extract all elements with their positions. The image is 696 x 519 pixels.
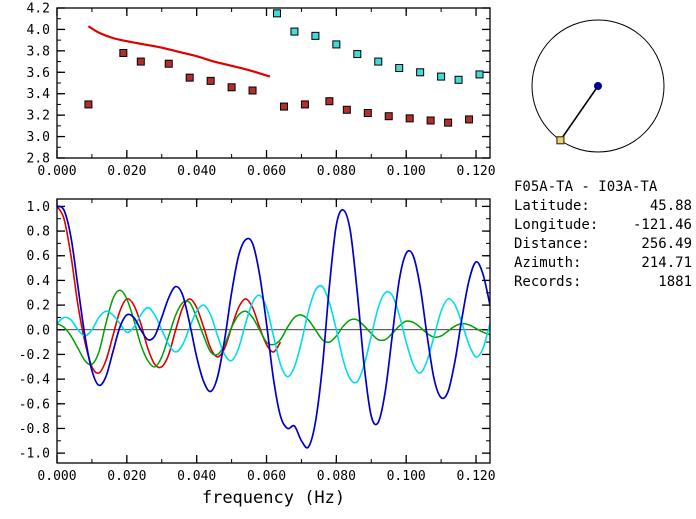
info-panel: F05A-TA - I03A-TA Latitude: 45.88 Longitud…: [514, 178, 692, 292]
group-velocity-squares-point: [300, 100, 309, 109]
dispersion-chart: 0.000 0.020 0.040 0.060 0.080 0.100 0.120 2.8 3.…: [27, 2, 496, 180]
y-tick-label: 4.0: [27, 23, 50, 38]
x-tick-label: 0.080: [317, 164, 356, 179]
group-velocity-squares-point: [426, 116, 435, 125]
y-tick-label: -0.8: [19, 422, 50, 437]
group-velocity-squares-point: [206, 76, 215, 85]
phase-velocity-squares-point: [272, 9, 281, 18]
remote-station-marker: [556, 136, 565, 145]
group-velocity-squares-point: [248, 86, 257, 95]
blue-spectrum-curve: [57, 205, 490, 449]
group-velocity-squares-point: [384, 112, 393, 121]
x-tick-label: 0.020: [107, 164, 146, 179]
cyan-spectrum-curve: [57, 284, 490, 384]
y-tick-label: 0.0: [27, 323, 50, 338]
info-row: Distance: 256.49: [514, 235, 692, 254]
y-tick-label: 0.8: [27, 225, 50, 240]
y-tick-label: -0.2: [19, 348, 50, 363]
group-velocity-squares-point: [84, 100, 93, 109]
group-velocity-squares-point: [185, 73, 194, 82]
info-value: 256.49: [641, 236, 692, 252]
group-velocity-squares-point: [363, 109, 372, 117]
group-velocity-squares-point: [164, 59, 173, 68]
info-value: 1881: [658, 274, 692, 290]
y-tick-label: 2.8: [27, 152, 50, 167]
info-label: Azimuth:: [514, 255, 582, 271]
center-station-dot: [594, 82, 602, 90]
phase-velocity-squares-point: [416, 68, 425, 77]
info-label: Longitude:: [514, 217, 599, 233]
y-tick-label: -0.6: [19, 397, 50, 412]
x-tick-label: 0.120: [456, 164, 495, 179]
x-tick-label: 0.020: [107, 469, 146, 484]
phase-velocity-squares-point: [290, 27, 299, 36]
group-velocity-squares-point: [342, 105, 351, 114]
x-tick-label: 0.040: [177, 164, 216, 179]
y-tick-label: 3.6: [27, 66, 50, 81]
y-tick-label: 4.2: [27, 2, 50, 17]
info-rows: Latitude: 45.88 Longitude: -121.46 Distance:…: [514, 197, 692, 292]
x-tick-label: 0.120: [456, 469, 495, 484]
info-row: Records: 1881: [514, 273, 692, 292]
info-value: 214.71: [641, 255, 692, 271]
azimuth-circle: [531, 19, 665, 153]
station-pair-label: F05A-TA - I03A-TA: [514, 179, 658, 195]
phase-velocity-squares-point: [353, 50, 362, 59]
group-velocity-squares-point: [119, 49, 128, 57]
x-axis-label: frequency (Hz): [202, 488, 345, 508]
x-tick-label: 0.060: [247, 164, 286, 179]
phase-velocity-squares-point: [454, 75, 463, 84]
x-tick-label: 0.080: [317, 469, 356, 484]
info-label: Distance:: [514, 236, 590, 252]
y-tick-label: 1.0: [27, 200, 50, 215]
y-tick-label: 3.8: [27, 44, 50, 59]
reference-dispersion-line: [87, 25, 271, 78]
x-tick-label: 0.060: [247, 469, 286, 484]
group-velocity-squares-point: [227, 83, 236, 92]
info-label: Records:: [514, 274, 582, 290]
x-tick-label: 0.100: [387, 164, 426, 179]
spectrum-chart: 0.000 0.020 0.040 0.060 0.080 0.100 0.120 -1.0 -…: [19, 198, 496, 508]
phase-velocity-squares-point: [374, 57, 383, 66]
y-tick-label: 0.4: [27, 274, 51, 289]
info-value: -121.46: [632, 217, 692, 233]
phase-velocity-squares-point: [437, 72, 446, 81]
x-tick-label: 0.000: [37, 469, 76, 484]
info-row: Latitude: 45.88: [514, 197, 692, 216]
y-tick-label: 0.6: [27, 249, 50, 264]
group-velocity-squares-point: [136, 57, 145, 66]
azimuth-line: [559, 85, 599, 141]
info-value: 45.88: [649, 198, 692, 214]
y-tick-label: 0.2: [27, 299, 50, 314]
y-tick-label: 3.0: [27, 130, 50, 145]
phase-velocity-squares-point: [311, 31, 320, 40]
phase-velocity-squares-point: [475, 70, 484, 79]
x-tick-label: 0.040: [177, 469, 216, 484]
y-tick-label: -0.4: [19, 373, 50, 388]
green-spectrum-curve: [57, 289, 490, 368]
y-tick-label: 3.2: [27, 109, 50, 124]
station-azimuth-diagram: [531, 19, 665, 153]
info-label: Latitude:: [514, 198, 590, 214]
group-velocity-squares-point: [444, 118, 453, 127]
info-row: Azimuth: 214.71: [514, 254, 692, 273]
group-velocity-squares-point: [279, 102, 288, 111]
y-tick-label: -1.0: [19, 447, 50, 462]
y-tick-label: 3.4: [27, 87, 51, 102]
plot-frame: [56, 7, 491, 159]
group-velocity-squares-point: [465, 115, 474, 124]
x-tick-label: 0.000: [37, 164, 76, 179]
phase-velocity-squares-point: [395, 64, 404, 72]
group-velocity-squares-point: [405, 114, 414, 123]
info-row: Longitude: -121.46: [514, 216, 692, 235]
red-spectrum-curve: [57, 205, 282, 374]
phase-velocity-squares-point: [332, 40, 341, 49]
x-tick-label: 0.100: [387, 469, 426, 484]
plot-frame: [56, 198, 491, 464]
group-velocity-squares-point: [325, 97, 334, 106]
